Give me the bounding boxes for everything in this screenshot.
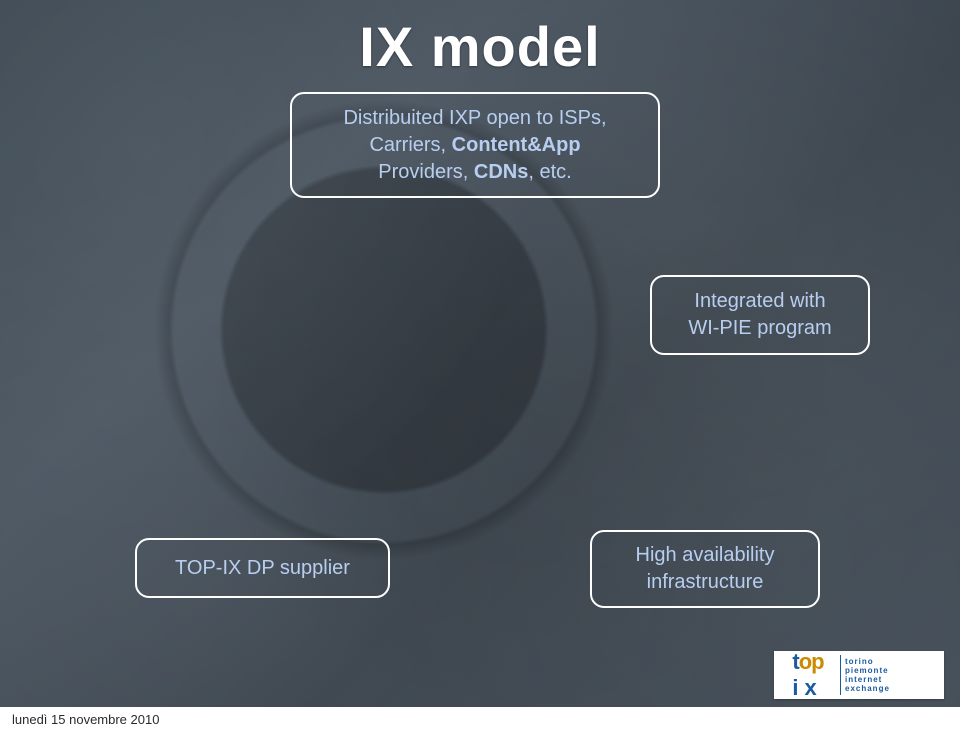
box1-line2-pre: Carriers, — [369, 134, 451, 156]
box2-line1: Integrated with — [694, 290, 825, 312]
box1-line2-bold: Content&App — [452, 134, 581, 156]
logo-word3: internet — [845, 675, 882, 684]
topix-logo-mark: topix — [778, 651, 838, 699]
box1-line3-post: , etc. — [528, 161, 571, 183]
slide-chalkboard: IX model Distribuited IXP open to ISPs, … — [0, 0, 960, 733]
logo-mark-mid: op — [799, 649, 824, 674]
topix-logo: topix torino piemonte internet exchange — [774, 651, 944, 699]
topix-logo-words: torino piemonte internet exchange — [845, 657, 890, 693]
slide-title: IX model — [0, 14, 960, 79]
box-distributed-ixp: Distribuited IXP open to ISPs, Carriers,… — [290, 92, 660, 198]
box1-line3-bold: CDNs — [474, 161, 528, 183]
box4-line1: High availability — [636, 544, 775, 566]
topix-logo-mark-text: topix — [792, 649, 823, 701]
box3-text: TOP-IX DP supplier — [175, 555, 350, 582]
box1-line3-pre: Providers, — [378, 161, 474, 183]
footer-date: lunedì 15 novembre 2010 — [10, 712, 161, 727]
box4-content: High availability infrastructure — [636, 542, 775, 596]
box1-content: Distribuited IXP open to ISPs, Carriers,… — [343, 105, 606, 186]
box2-line2: WI-PIE program — [688, 317, 831, 339]
logo-mark-right: ix — [792, 675, 822, 700]
box1-line1: Distribuited IXP open to ISPs, — [343, 107, 606, 129]
logo-word1: torino — [845, 657, 874, 666]
box-high-availability: High availability infrastructure — [590, 530, 820, 608]
box4-line2: infrastructure — [647, 571, 764, 593]
box2-content: Integrated with WI-PIE program — [688, 288, 831, 342]
box-topix-dp-supplier: TOP-IX DP supplier — [135, 538, 390, 598]
box-integrated-wipie: Integrated with WI-PIE program — [650, 275, 870, 355]
logo-word4: exchange — [845, 684, 890, 693]
logo-word2: piemonte — [845, 666, 889, 675]
logo-separator — [840, 655, 841, 695]
